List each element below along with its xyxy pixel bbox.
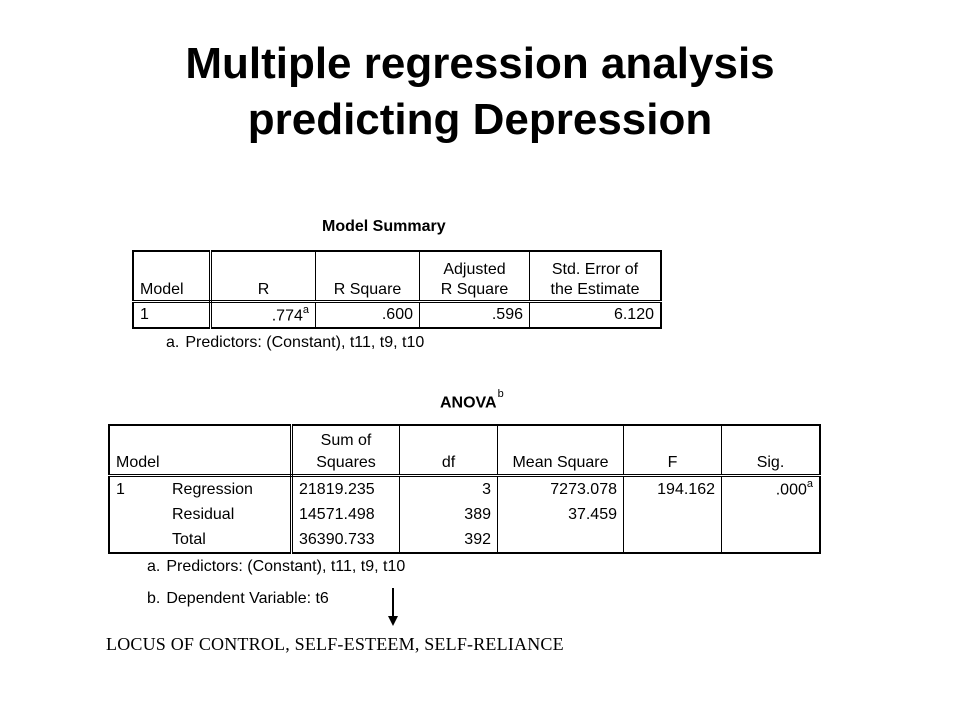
header-model: Model <box>109 425 293 477</box>
anova-caption-marker: b <box>497 388 504 400</box>
cell-std-error: 6.120 <box>529 301 661 328</box>
footnote-text: Dependent Variable: t6 <box>166 590 329 607</box>
header-f: F <box>623 425 722 477</box>
anova-footnote-a: a. Predictors: (Constant), t11, t9, t10 <box>147 558 405 576</box>
header-mean-square: Mean Square <box>497 425 624 477</box>
cell-source: Total <box>172 530 206 548</box>
cell-adjusted-r-square: .596 <box>419 301 530 328</box>
footnote-text: Predictors: (Constant), t11, t9, t10 <box>166 558 406 575</box>
table-row: 1 Regression 21819.235 3 7273.078 194.162… <box>109 475 820 502</box>
cell-mean-square <box>497 527 624 553</box>
model-summary-footnote: a. Predictors: (Constant), t11, t9, t10 <box>166 334 424 352</box>
header-sig: Sig. <box>721 425 820 477</box>
header-std-error: Std. Error of the Estimate <box>529 251 661 303</box>
header-adjusted-r-square: Adjusted R Square <box>419 251 530 303</box>
cell-f <box>623 502 722 527</box>
cell-source: Residual <box>172 505 235 523</box>
arrowhead-icon <box>388 616 398 626</box>
anova-table: Model Sum of Squares df Mean Square F Sig… <box>108 424 821 554</box>
cell-mean-square: 37.459 <box>497 502 624 527</box>
cell-r: .774a <box>210 301 316 328</box>
table-row: 1 .774a .600 .596 6.120 <box>133 301 661 328</box>
header-df: df <box>399 425 498 477</box>
footnote-letter: b. <box>147 590 161 607</box>
model-summary-table: Model R R Square Adjusted R Square Std. E… <box>132 250 662 329</box>
cell-df: 392 <box>399 527 498 553</box>
footnote-letter: a. <box>147 558 161 575</box>
table-header-row: Model Sum of Squares df Mean Square F Sig… <box>109 425 820 477</box>
cell-f <box>623 527 722 553</box>
footnote-text: Predictors: (Constant), t11, t9, t10 <box>185 334 425 351</box>
cell-model: Residual <box>109 502 293 527</box>
cell-f: 194.162 <box>623 475 722 502</box>
cell-df: 3 <box>399 475 498 502</box>
cell-sum-of-squares: 36390.733 <box>291 527 400 553</box>
cell-model: 1 <box>133 301 212 328</box>
cell-model: Total <box>109 527 293 553</box>
cell-sum-of-squares: 21819.235 <box>291 475 400 502</box>
cell-sig <box>721 502 820 527</box>
table-row: Residual 14571.498 389 37.459 <box>109 502 820 527</box>
anova-footnote-b: b. Dependent Variable: t6 <box>147 590 329 608</box>
cell-sig: .000a <box>721 475 820 502</box>
cell-r-square: .600 <box>315 301 420 328</box>
model-number: 1 <box>116 480 125 498</box>
cell-sum-of-squares: 14571.498 <box>291 502 400 527</box>
cell-sig <box>721 527 820 553</box>
cell-mean-square: 7273.078 <box>497 475 624 502</box>
annotation-text: LOCUS OF CONTROL, SELF-ESTEEM, SELF-RELI… <box>106 634 564 654</box>
down-arrow-icon <box>392 588 394 618</box>
header-r-square: R Square <box>315 251 420 303</box>
slide-title: Multiple regression analysis predicting … <box>0 36 960 148</box>
anova-caption: ANOVAb <box>440 388 504 412</box>
title-line-1: Multiple regression analysis <box>185 39 775 88</box>
footnote-letter: a. <box>166 334 180 351</box>
table-header-row: Model R R Square Adjusted R Square Std. E… <box>133 251 661 303</box>
header-r: R <box>210 251 316 303</box>
model-summary-caption: Model Summary <box>322 218 446 235</box>
header-sum-of-squares: Sum of Squares <box>291 425 400 477</box>
table-row: Total 36390.733 392 <box>109 527 820 553</box>
header-model: Model <box>133 251 212 303</box>
cell-model: 1 Regression <box>109 475 293 502</box>
cell-df: 389 <box>399 502 498 527</box>
title-line-2: predicting Depression <box>247 95 713 144</box>
cell-source: Regression <box>172 480 253 498</box>
